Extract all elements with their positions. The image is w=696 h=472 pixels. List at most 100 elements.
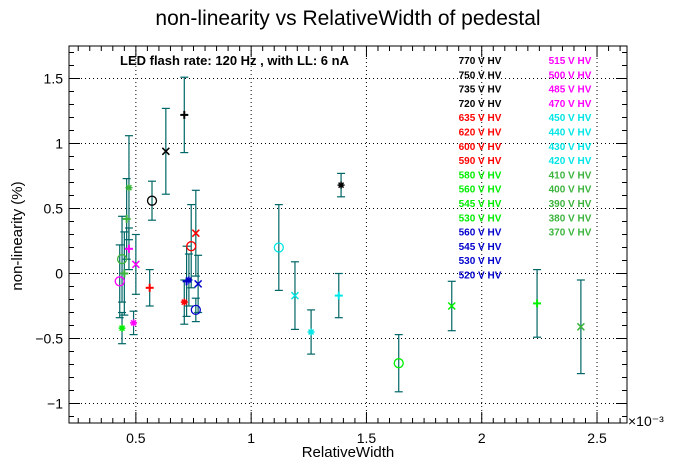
legend-entry: 580 V HV — [459, 170, 502, 181]
star-marker-b — [119, 325, 126, 332]
data-point — [533, 299, 542, 308]
data-point — [180, 298, 188, 306]
x-marker-b — [194, 279, 203, 288]
legend: 770 V HV 750 V HV 735 V HV 720 V HV 635 V HV… — [459, 56, 592, 282]
legend-entry: 400 V HV — [549, 185, 592, 196]
legend-entry: 500 V HV — [549, 70, 592, 81]
x-marker-b — [576, 322, 585, 331]
star-marker-b — [308, 328, 315, 336]
x-tick-label: 1.5 — [357, 430, 377, 446]
x-tick-label: 2.5 — [587, 430, 607, 446]
data-markers — [114, 110, 585, 369]
circle-marker — [186, 241, 197, 252]
data-point — [146, 195, 158, 206]
x-tick-label: 1 — [247, 430, 255, 446]
legend-entry: 470 V HV — [549, 99, 592, 110]
x-marker-b — [290, 291, 299, 300]
data-point — [118, 324, 126, 332]
legend-entry: 720 V HV — [459, 99, 502, 110]
legend-entry: 735 V HV — [459, 85, 502, 96]
data-point — [131, 260, 140, 269]
x-axis-label: RelativeWidth — [302, 444, 395, 461]
data-point — [273, 242, 284, 253]
circle-marker — [190, 304, 201, 316]
data-point — [185, 276, 193, 284]
legend-entry: 590 V HV — [459, 156, 502, 167]
star-marker-b — [185, 276, 192, 284]
x-marker-b — [191, 229, 200, 238]
y-axis-label: non-linearity (%) — [9, 181, 26, 290]
x-marker-b — [447, 301, 456, 311]
legend-entry: 750 V HV — [459, 70, 502, 81]
legend-entry: 450 V HV — [549, 113, 592, 124]
legend-entry: 560 V HV — [459, 228, 502, 239]
data-point — [190, 304, 201, 316]
chart-annotation: LED flash rate: 120 Hz , with LL: 6 nA — [120, 53, 350, 68]
y-tick-label: −1 — [47, 396, 63, 412]
legend-entry: 620 V HV — [459, 128, 502, 139]
data-point — [124, 244, 133, 253]
legend-entry: 430 V HV — [549, 142, 592, 153]
legend-entry: 390 V HV — [549, 199, 592, 210]
data-point — [393, 358, 404, 369]
star-marker-b — [338, 182, 345, 189]
legend-entry: 545 V HV — [459, 199, 502, 210]
x-tick-label: 2 — [478, 430, 486, 446]
data-point — [122, 214, 131, 223]
data-point — [116, 254, 128, 265]
circle-marker — [114, 276, 125, 287]
chart-title: non-linearity vs RelativeWidth of pedest… — [155, 7, 540, 30]
data-point — [337, 181, 345, 189]
data-point — [191, 229, 200, 238]
y-tick-label: 0.5 — [44, 201, 64, 217]
legend-entry: 440 V HV — [549, 128, 592, 139]
star-marker-b — [125, 184, 132, 191]
y-tick-label: −0.5 — [35, 331, 63, 347]
y-tick-label: 1 — [55, 136, 63, 152]
x-marker-b — [131, 260, 140, 269]
data-point — [161, 147, 170, 156]
star-marker-b — [181, 299, 188, 306]
star-marker-b — [130, 319, 137, 326]
data-point — [125, 184, 133, 192]
x-tick-label: 0.5 — [126, 430, 146, 446]
data-point — [114, 276, 125, 287]
data-point — [186, 241, 197, 252]
y-tick-label: 1.5 — [44, 71, 64, 87]
data-point — [290, 291, 299, 300]
circle-marker — [393, 358, 404, 369]
grid-lines — [69, 46, 627, 423]
legend-entry: 520 V HV — [459, 271, 502, 282]
legend-entry: 635 V HV — [459, 113, 502, 124]
legend-entry: 515 V HV — [549, 56, 592, 67]
legend-entry: 410 V HV — [549, 170, 592, 181]
legend-entry: 370 V HV — [549, 228, 592, 239]
data-point — [120, 269, 129, 278]
data-point — [180, 110, 189, 119]
legend-entry: 485 V HV — [549, 85, 592, 96]
legend-entry: 530 V HV — [459, 213, 502, 224]
data-point — [307, 328, 315, 336]
x-marker-b — [161, 147, 170, 156]
legend-entry: 600 V HV — [459, 142, 502, 153]
circle-marker — [146, 195, 158, 206]
legend-entry: 770 V HV — [459, 56, 502, 67]
data-point — [194, 279, 203, 288]
x-axis-exponent: ×10⁻³ — [628, 413, 664, 429]
data-point — [447, 301, 456, 311]
legend-entry: 530 V HV — [459, 256, 502, 267]
y-tick-label: 0 — [55, 266, 63, 282]
legend-entry: 420 V HV — [549, 156, 592, 167]
circle-marker — [273, 242, 284, 253]
data-point — [130, 319, 138, 327]
data-point — [576, 322, 585, 331]
data-point — [334, 291, 343, 300]
data-point — [145, 283, 154, 292]
axes: 0.5 1 1.5 2 2.5 −1 −0.5 0 0.5 1 1.5 — [35, 45, 628, 446]
circle-marker — [116, 254, 128, 265]
legend-entry: 380 V HV — [549, 213, 592, 224]
legend-entry: 560 V HV — [459, 185, 502, 196]
legend-entry: 545 V HV — [459, 242, 502, 253]
